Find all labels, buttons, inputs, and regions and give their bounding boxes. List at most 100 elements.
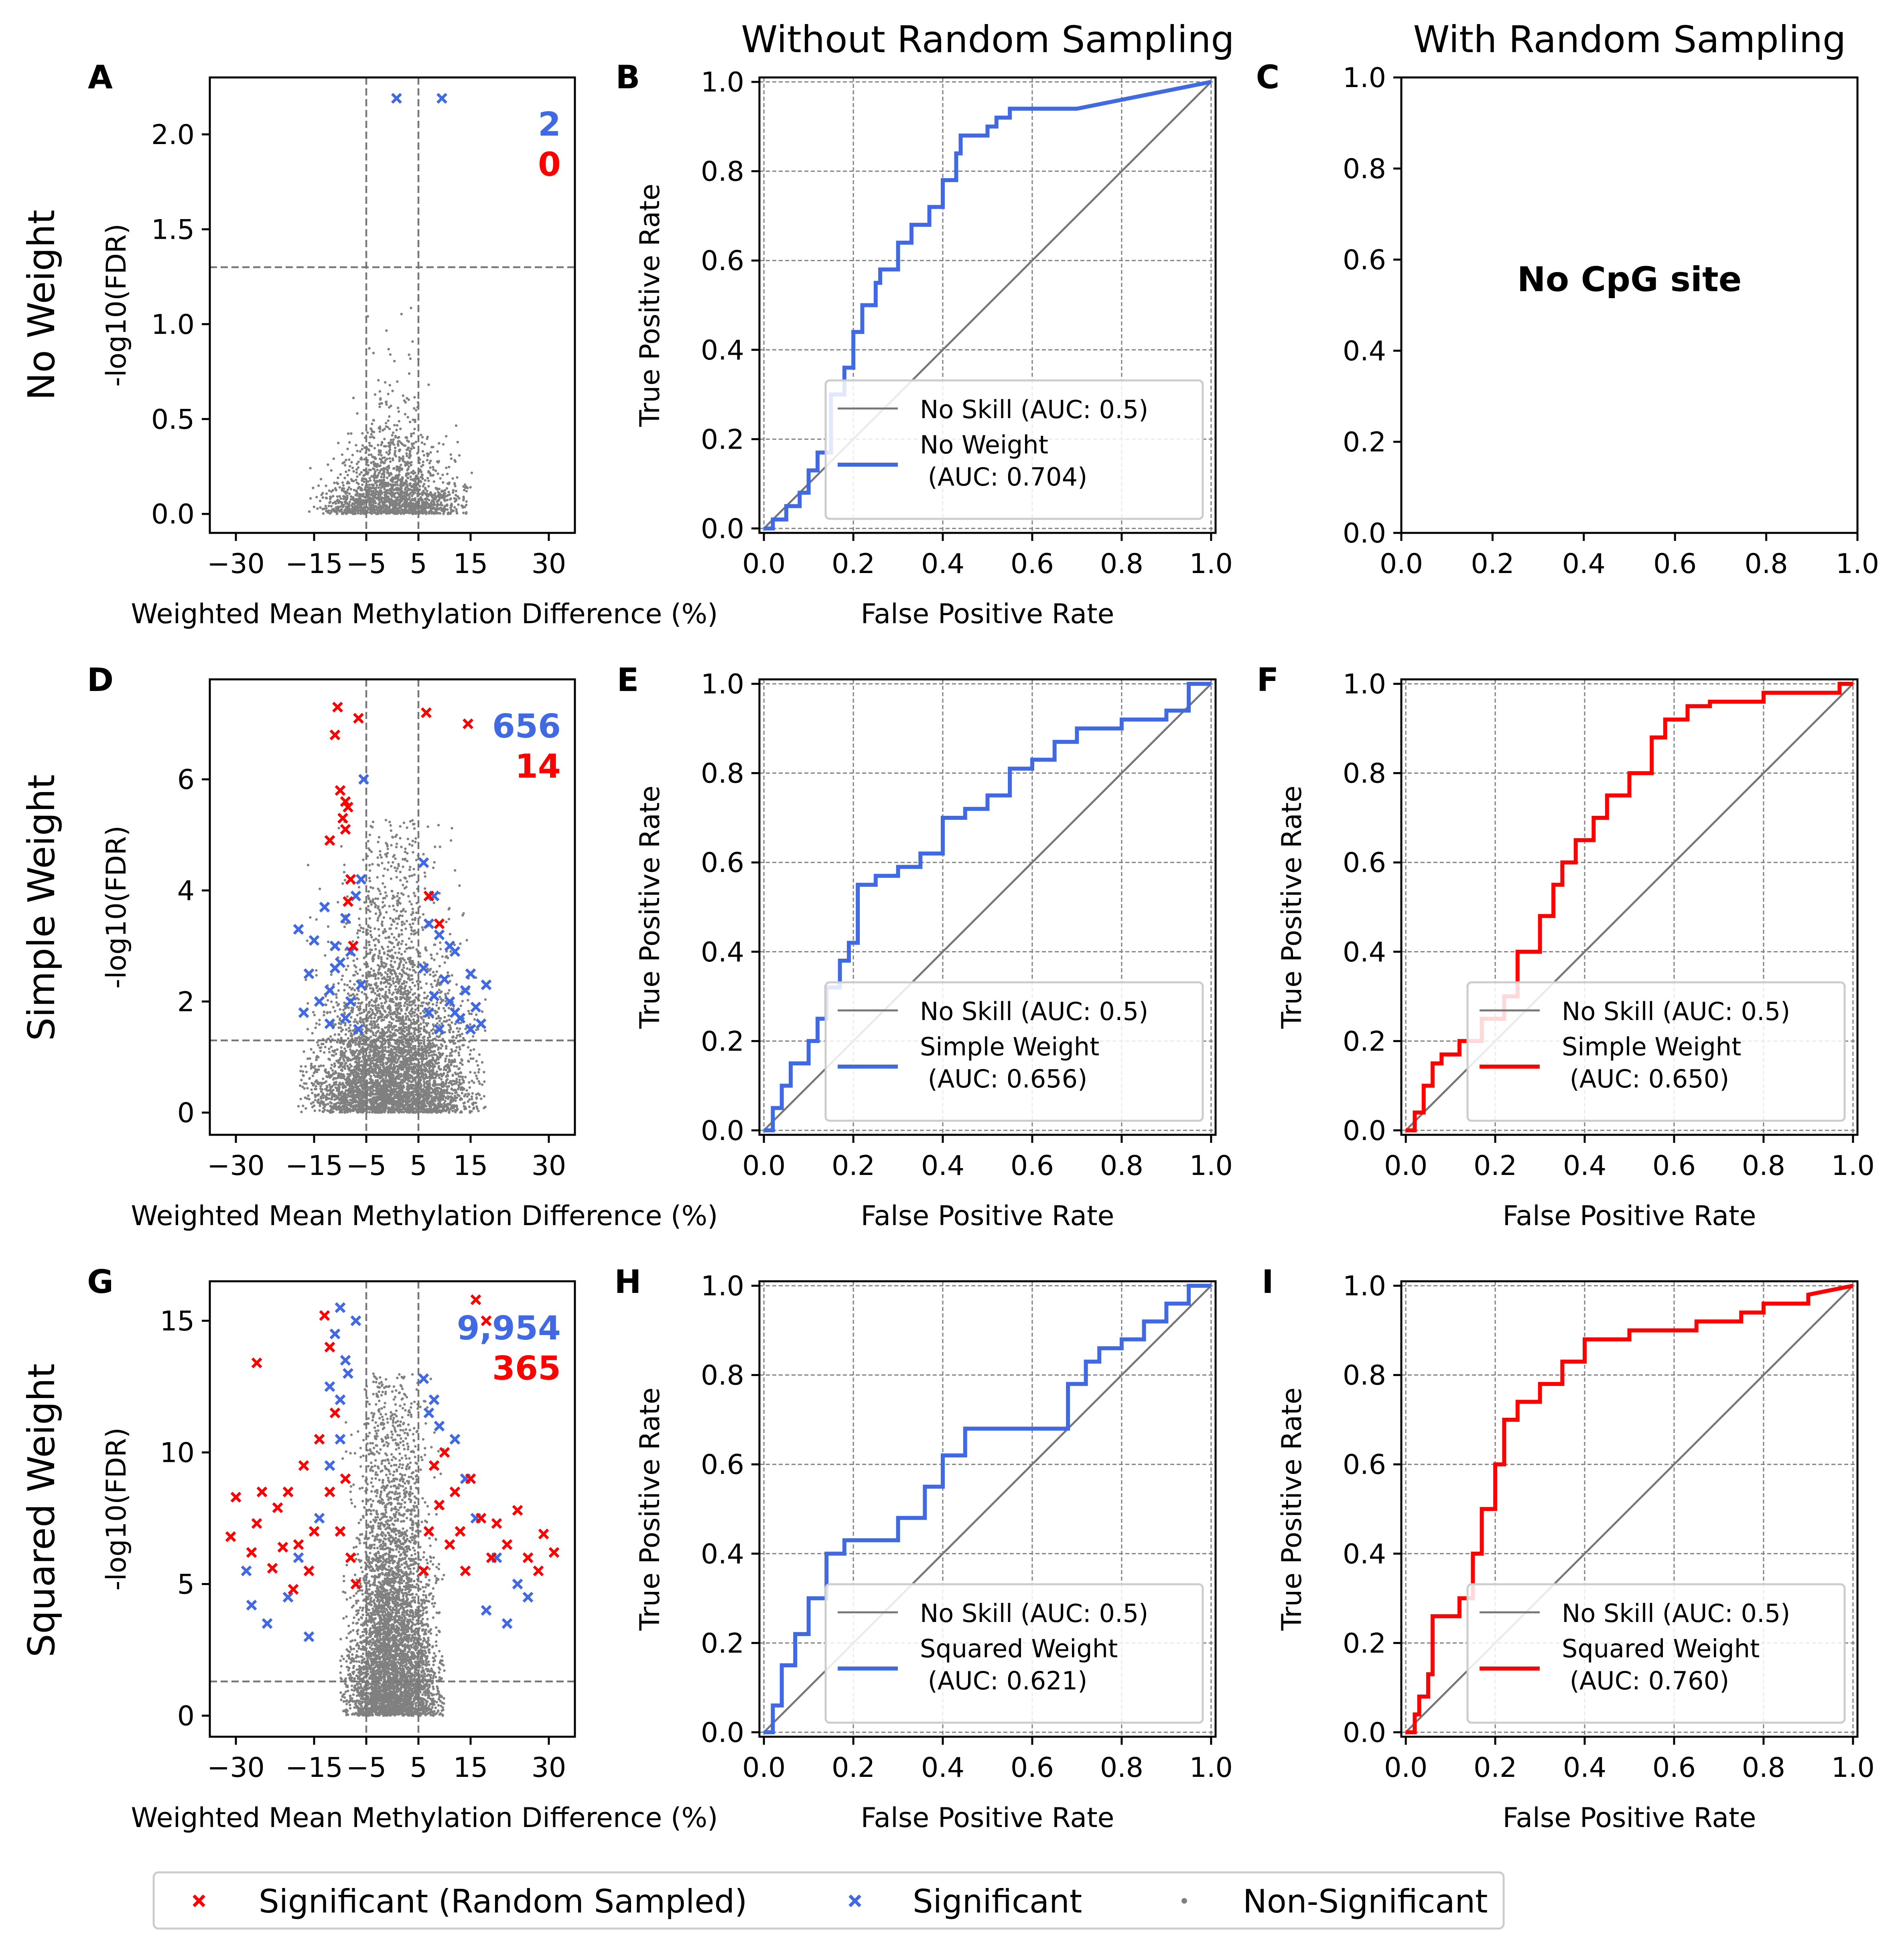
nonsig-point xyxy=(383,867,386,870)
nonsig-point xyxy=(432,468,435,471)
nonsig-point xyxy=(390,439,392,441)
nonsig-point xyxy=(405,961,408,964)
nonsig-point xyxy=(378,507,382,510)
nonsig-point xyxy=(357,487,359,490)
nonsig-point xyxy=(378,484,382,487)
nonsig-point xyxy=(388,508,391,511)
nonsig-point xyxy=(402,1111,405,1114)
nonsig-point xyxy=(343,879,347,882)
nonsig-point xyxy=(377,977,380,980)
nonsig-point xyxy=(370,433,373,436)
nonsig-point xyxy=(414,1050,417,1053)
nonsig-point xyxy=(387,511,390,514)
nonsig-point xyxy=(384,401,388,404)
nonsig-point xyxy=(300,1065,302,1068)
nonsig-point xyxy=(390,844,393,847)
nonsig-point xyxy=(348,482,351,485)
nonsig-point xyxy=(376,897,380,900)
nonsig-point xyxy=(408,505,411,508)
nonsig-point xyxy=(445,435,448,438)
nonsig-point xyxy=(362,501,365,504)
nonsig-point xyxy=(389,488,392,491)
nonsig-point xyxy=(368,441,371,445)
nonsig-point xyxy=(396,922,399,925)
nonsig-point xyxy=(427,480,430,482)
nonsig-point xyxy=(410,1007,414,1010)
nonsig-point xyxy=(447,512,450,515)
nonsig-point xyxy=(335,1053,337,1055)
nonsig-point xyxy=(408,449,411,452)
nonsig-point xyxy=(420,473,424,476)
nonsig-point xyxy=(397,466,400,469)
nonsig-point xyxy=(323,507,326,510)
nonsig-point xyxy=(361,974,364,977)
nonsig-point xyxy=(377,841,380,843)
nonsig-point xyxy=(349,1024,352,1026)
nonsig-point xyxy=(427,511,430,514)
nonsig-point xyxy=(461,505,464,508)
nonsig-points xyxy=(297,819,487,1114)
nonsig-point xyxy=(325,496,327,499)
nonsig-point xyxy=(384,459,387,462)
nonsig-point xyxy=(444,1100,447,1102)
nonsig-point xyxy=(358,495,361,498)
nonsig-point xyxy=(443,498,446,501)
nonsig-point xyxy=(443,1068,446,1071)
nonsig-point xyxy=(343,477,346,480)
nonsig-point xyxy=(440,490,443,492)
nonsig-point xyxy=(407,509,410,512)
nonsig-point xyxy=(358,473,361,476)
nonsig-point xyxy=(396,967,399,970)
nonsig-point xyxy=(430,507,432,510)
nonsig-point xyxy=(404,847,407,850)
nonsig-point xyxy=(372,969,375,972)
nonsig-point xyxy=(408,937,411,940)
nonsig-point xyxy=(355,444,357,447)
nonsig-point xyxy=(311,1032,314,1034)
nonsig-point xyxy=(458,1054,461,1057)
nonsig-point xyxy=(439,991,442,994)
nonsig-point xyxy=(383,962,386,965)
nonsig-point xyxy=(410,974,413,977)
row-label-no-weight: No Weight xyxy=(20,210,63,400)
nonsig-point xyxy=(427,505,430,508)
nonsig-point xyxy=(450,1048,453,1051)
nonsig-point xyxy=(351,496,354,499)
nonsig-point xyxy=(448,493,451,496)
nonsig-point xyxy=(442,512,445,515)
panel-letter-a: A xyxy=(88,59,113,96)
nonsig-point xyxy=(409,820,412,823)
nonsig-point xyxy=(413,1084,416,1087)
nonsig-point xyxy=(345,502,347,505)
nonsig-point xyxy=(395,487,398,490)
nonsig-point xyxy=(406,489,409,492)
nonsig-point xyxy=(436,502,439,506)
nonsig-point xyxy=(371,423,373,425)
nonsig-point xyxy=(432,1028,435,1030)
nonsig-point xyxy=(443,506,446,509)
nonsig-point xyxy=(458,1094,461,1097)
nonsig-point xyxy=(381,977,384,980)
nonsig-point xyxy=(433,861,436,864)
nonsig-point xyxy=(383,476,386,479)
nonsig-point xyxy=(469,1071,472,1074)
nonsig-point xyxy=(302,1104,304,1108)
nonsig-point xyxy=(477,1080,480,1083)
nonsig-point xyxy=(453,506,456,509)
nonsig-point xyxy=(370,512,373,515)
nonsig-point xyxy=(404,1016,408,1019)
nonsig-point xyxy=(431,474,434,477)
nonsig-point xyxy=(402,482,405,485)
nonsig-point xyxy=(325,492,328,495)
nonsig-point xyxy=(347,1026,351,1029)
nonsig-point xyxy=(434,510,438,513)
nonsig-point xyxy=(407,398,410,401)
nonsig-point xyxy=(449,453,452,456)
nonsig-point xyxy=(346,984,349,987)
nonsig-point xyxy=(391,993,394,996)
nonsig-point xyxy=(367,839,369,843)
nonsig-point xyxy=(380,490,382,493)
nonsig-point xyxy=(380,1016,383,1018)
y-tick-label: 2.0 xyxy=(151,119,195,151)
nonsig-point xyxy=(363,446,366,449)
